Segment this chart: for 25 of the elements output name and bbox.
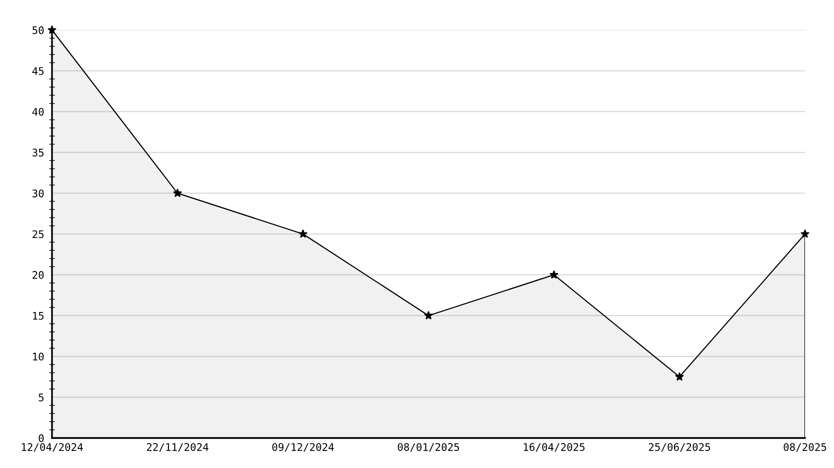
y-tick-label: 50	[32, 26, 44, 34]
x-tick-label: 22/11/2024	[146, 443, 208, 452]
point	[424, 310, 433, 320]
y-tick-label: 25	[32, 230, 44, 238]
y-tick-label: 40	[32, 108, 44, 116]
y-tick-label: 45	[32, 67, 44, 75]
x-tick-label: 16/04/2025	[524, 443, 585, 452]
y-tick-label: 5	[38, 394, 44, 402]
y-tick-label: 10	[33, 352, 44, 361]
point	[173, 188, 182, 198]
point	[48, 25, 56, 34]
y-tick-label: 15	[33, 312, 44, 320]
point	[298, 229, 308, 238]
x-tick-label: 08/2025	[784, 443, 826, 452]
x-tick-label: 12/04/2024	[22, 443, 83, 452]
point	[550, 270, 558, 279]
x-tick-label: 08/01/2025	[398, 443, 460, 452]
y-tick-label: 35	[32, 148, 44, 157]
point	[800, 229, 810, 238]
y-tick-label: 30	[32, 189, 44, 198]
y-tick-label: 20	[32, 271, 44, 279]
x-tick-label: 25/06/2025	[648, 443, 710, 452]
x-tick-label: 09/12/2024	[272, 443, 334, 452]
y-tick-label: 0	[38, 434, 44, 442]
point	[675, 372, 684, 381]
